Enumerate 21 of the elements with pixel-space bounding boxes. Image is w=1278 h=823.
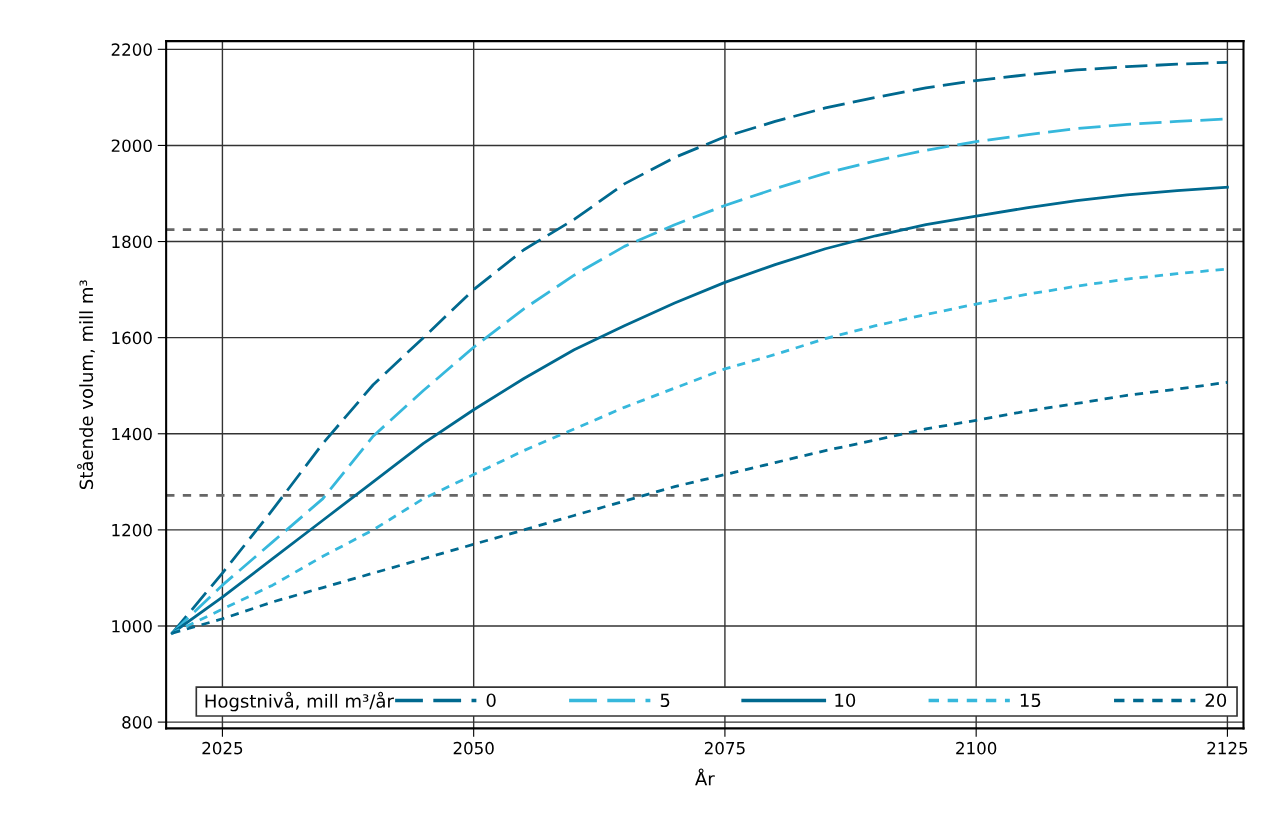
legend-label: 10 [835, 693, 856, 708]
y-axis-title: Stående volum, mill m³ [77, 280, 95, 490]
y-tick-label: 1200 [112, 523, 152, 537]
x-tick-label: 2125 [1207, 741, 1248, 755]
legend-label: 20 [1205, 693, 1227, 708]
y-tick-label: 1000 [112, 619, 152, 633]
legend-label: 15 [1020, 693, 1041, 708]
legend-label: 5 [660, 693, 670, 708]
y-tick-label: 1800 [112, 235, 152, 249]
y-tick-label: 2000 [111, 139, 152, 152]
x-tick-label: 2025 [202, 741, 243, 755]
legend-label: 0 [486, 693, 496, 708]
y-tick-label: 2200 [111, 43, 152, 56]
legend-title: Hogstnivå, mill m³/år [205, 691, 394, 712]
y-tick-label: 1600 [112, 331, 152, 345]
x-tick-label: 2075 [704, 741, 745, 755]
x-tick-label: 2100 [956, 741, 997, 755]
y-tick-label: 1400 [112, 427, 152, 441]
x-tick-label: 2050 [453, 741, 494, 755]
y-tick-label: 800 [122, 716, 152, 729]
x-axis-title: År [695, 768, 715, 786]
